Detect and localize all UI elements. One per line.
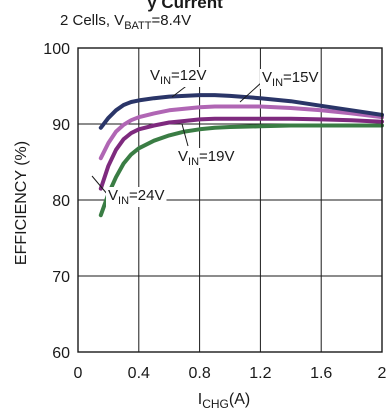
- label-vin-19v: VIN=19V: [178, 148, 234, 168]
- x-tick-label: 0: [74, 365, 83, 382]
- label-vin-19v-suffix: =19V: [199, 148, 234, 165]
- label-vin-15v: VIN=15V: [262, 69, 318, 89]
- label-vin-12v-background: [148, 67, 209, 87]
- label-vin-24v: VIN=24V: [108, 187, 164, 207]
- tick-label-layer: 0 0.4 0.8 1.2 1.6 2 60 70 80 90 100: [43, 41, 386, 382]
- y-tick-label: 70: [52, 269, 70, 286]
- label-vin-15v-leader: [239, 81, 263, 103]
- label-vin-24v-leader: [91, 175, 109, 196]
- x-axis-label-sub: CHG: [202, 397, 229, 411]
- label-vin-19v-background: [176, 148, 237, 168]
- series-layer: [98, 93, 384, 218]
- series-line-19v: [98, 116, 384, 191]
- subtitle-suffix: =8.4V: [152, 12, 192, 29]
- label-vin-15v-background: [260, 69, 321, 89]
- label-vin-24v-main: V: [108, 187, 118, 204]
- label-vin-12v-sub: IN: [160, 75, 171, 87]
- x-tick-label: 1.6: [310, 365, 332, 382]
- chart-subtitle: 2 Cells, VBATT=8.4V: [60, 12, 191, 32]
- label-vin-12v-suffix: =12V: [171, 67, 206, 84]
- plot-frame: [77, 47, 383, 353]
- label-vin-19v-leader: [181, 123, 189, 147]
- label-vin-15v-main: V: [262, 69, 272, 86]
- subtitle-prefix: 2 Cells, V: [60, 12, 124, 29]
- label-vin-24v-background: [106, 187, 167, 207]
- x-tick-label: 1.2: [249, 365, 271, 382]
- x-axis-label: ICHG(A): [198, 391, 250, 411]
- y-tick-label: 80: [52, 193, 70, 210]
- y-tick-label: 90: [52, 117, 70, 134]
- series-line-12v: [98, 93, 384, 130]
- label-vin-19v-sub: IN: [188, 156, 199, 168]
- series-line-15v: [98, 104, 384, 161]
- label-vin-15v-suffix: =15V: [283, 69, 318, 86]
- label-vin-15v-sub: IN: [272, 77, 283, 89]
- y-tick-label: 100: [43, 41, 70, 58]
- label-vin-19v-main: V: [178, 148, 188, 165]
- x-tick-label: 0.4: [128, 365, 150, 382]
- label-vin-24v-suffix: =24V: [129, 187, 164, 204]
- x-tick-label: 2: [378, 365, 387, 382]
- label-vin-24v-sub: IN: [118, 195, 129, 207]
- x-tick-label: 0.8: [188, 365, 210, 382]
- chart-title-fragment: y Current: [147, 0, 223, 12]
- x-axis-label-main: I: [198, 391, 202, 408]
- label-vin-12v: VIN=12V: [150, 67, 206, 87]
- subtitle-sub: BATT: [124, 20, 152, 32]
- x-axis-label-suffix: (A): [229, 391, 250, 408]
- y-axis-label: EFFICIENCY (%): [13, 141, 30, 265]
- y-tick-label: 60: [52, 345, 70, 362]
- label-vin-12v-main: V: [150, 67, 160, 84]
